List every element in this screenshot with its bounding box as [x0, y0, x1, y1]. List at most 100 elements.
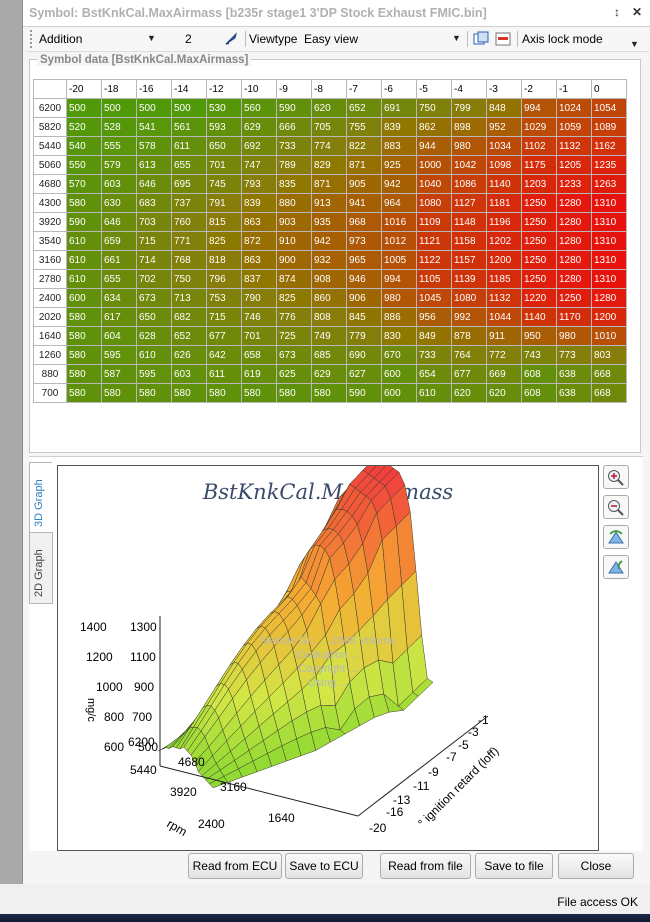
table-cell[interactable]: 604 — [101, 326, 137, 346]
table-cell[interactable]: 871 — [311, 174, 347, 194]
table-cell[interactable]: 903 — [276, 212, 312, 232]
table-cell[interactable]: 746 — [241, 307, 277, 327]
table-cell[interactable]: 1200 — [486, 250, 522, 270]
table-cell[interactable]: 610 — [416, 383, 452, 403]
table-cell[interactable]: 695 — [171, 174, 207, 194]
table-cell[interactable]: 1121 — [416, 231, 452, 251]
column-header[interactable]: -1 — [556, 79, 592, 99]
table-cell[interactable]: 580 — [101, 383, 137, 403]
table-cell[interactable]: 1000 — [416, 155, 452, 175]
table-cell[interactable]: 965 — [346, 250, 382, 270]
table-cell[interactable]: 808 — [311, 307, 347, 327]
table-cell[interactable]: 946 — [346, 269, 382, 289]
table-cell[interactable]: 1080 — [451, 288, 487, 308]
table-cell[interactable]: 973 — [346, 231, 382, 251]
table-cell[interactable]: 677 — [206, 326, 242, 346]
pin-icon[interactable]: ↕ — [614, 5, 620, 19]
close-icon[interactable]: ✕ — [632, 5, 643, 19]
table-cell[interactable]: 1105 — [416, 269, 452, 289]
table-cell[interactable]: 942 — [381, 174, 417, 194]
table-cell[interactable]: 570 — [66, 174, 102, 194]
table-cell[interactable]: 1280 — [556, 231, 592, 251]
table-cell[interactable]: 580 — [66, 193, 102, 213]
table-cell[interactable]: 1203 — [521, 174, 557, 194]
table-cell[interactable]: 980 — [381, 288, 417, 308]
read-from-file-button[interactable]: Read from file — [380, 853, 471, 879]
table-cell[interactable]: 906 — [346, 288, 382, 308]
table-cell[interactable]: 1040 — [416, 174, 452, 194]
table-cell[interactable]: 803 — [591, 345, 627, 365]
row-header[interactable]: 880 — [33, 364, 67, 384]
table-cell[interactable]: 1122 — [416, 250, 452, 270]
table-cell[interactable]: 555 — [101, 136, 137, 156]
table-cell[interactable]: 715 — [206, 307, 242, 327]
table-cell[interactable]: 980 — [451, 136, 487, 156]
column-header[interactable]: -14 — [171, 79, 207, 99]
table-cell[interactable]: 600 — [381, 383, 417, 403]
column-header[interactable]: -12 — [206, 79, 242, 99]
table-cell[interactable]: 753 — [206, 288, 242, 308]
zoom-out-button[interactable] — [603, 495, 629, 519]
table-cell[interactable]: 1158 — [451, 231, 487, 251]
table-cell[interactable]: 733 — [416, 345, 452, 365]
table-cell[interactable]: 550 — [66, 155, 102, 175]
table-cell[interactable]: 500 — [66, 98, 102, 118]
table-cell[interactable]: 942 — [311, 231, 347, 251]
table-cell[interactable]: 825 — [206, 231, 242, 251]
table-cell[interactable]: 1080 — [416, 193, 452, 213]
table-cell[interactable]: 668 — [591, 383, 627, 403]
operation-select[interactable]: Addition — [39, 32, 83, 46]
table-cell[interactable]: 822 — [346, 136, 382, 156]
table-cell[interactable]: 1034 — [486, 136, 522, 156]
table-cell[interactable]: 578 — [136, 136, 172, 156]
table-cell[interactable]: 1005 — [381, 250, 417, 270]
graph-canvas[interactable]: BstKnkCal.MaxAirmass Nevron Gl... ...200… — [57, 465, 599, 851]
row-header[interactable]: 5820 — [33, 117, 67, 137]
table-cell[interactable]: 638 — [556, 383, 592, 403]
table-cell[interactable]: 611 — [206, 364, 242, 384]
table-cell[interactable]: 520 — [66, 117, 102, 137]
table-cell[interactable]: 642 — [206, 345, 242, 365]
zoom-in-button[interactable] — [603, 465, 629, 489]
table-cell[interactable]: 600 — [66, 288, 102, 308]
table-cell[interactable]: 610 — [66, 231, 102, 251]
table-cell[interactable]: 595 — [101, 345, 137, 365]
table-cell[interactable]: 1235 — [591, 155, 627, 175]
table-cell[interactable]: 1102 — [521, 136, 557, 156]
table-cell[interactable]: 673 — [276, 345, 312, 365]
table-cell[interactable]: 655 — [171, 155, 207, 175]
table-cell[interactable]: 701 — [206, 155, 242, 175]
rotate-right-button[interactable] — [603, 555, 629, 579]
table-cell[interactable]: 677 — [451, 364, 487, 384]
table-cell[interactable]: 910 — [276, 231, 312, 251]
table-cell[interactable]: 673 — [136, 288, 172, 308]
table-cell[interactable]: 793 — [241, 174, 277, 194]
table-cell[interactable]: 1202 — [486, 231, 522, 251]
table-cell[interactable]: 587 — [101, 364, 137, 384]
table-cell[interactable]: 883 — [381, 136, 417, 156]
table-cell[interactable]: 815 — [206, 212, 242, 232]
table-cell[interactable]: 580 — [136, 383, 172, 403]
table-cell[interactable]: 900 — [276, 250, 312, 270]
table-cell[interactable]: 666 — [276, 117, 312, 137]
table-cell[interactable]: 1250 — [521, 269, 557, 289]
table-cell[interactable]: 862 — [416, 117, 452, 137]
row-header[interactable]: 3920 — [33, 212, 67, 232]
table-cell[interactable]: 580 — [241, 383, 277, 403]
table-cell[interactable]: 595 — [136, 364, 172, 384]
table-cell[interactable]: 608 — [521, 383, 557, 403]
table-cell[interactable]: 500 — [101, 98, 137, 118]
table-cell[interactable]: 760 — [171, 212, 207, 232]
table-cell[interactable]: 1280 — [556, 269, 592, 289]
table-cell[interactable]: 500 — [171, 98, 207, 118]
table-cell[interactable]: 737 — [171, 193, 207, 213]
column-header[interactable]: -16 — [136, 79, 172, 99]
table-cell[interactable]: 608 — [521, 364, 557, 384]
save-to-ecu-button[interactable]: Save to ECU — [285, 853, 363, 879]
table-cell[interactable]: 646 — [136, 174, 172, 194]
table-cell[interactable]: 625 — [276, 364, 312, 384]
table-cell[interactable]: 1045 — [416, 288, 452, 308]
table-cell[interactable]: 871 — [346, 155, 382, 175]
column-header[interactable]: -18 — [101, 79, 137, 99]
column-header[interactable]: 0 — [591, 79, 627, 99]
